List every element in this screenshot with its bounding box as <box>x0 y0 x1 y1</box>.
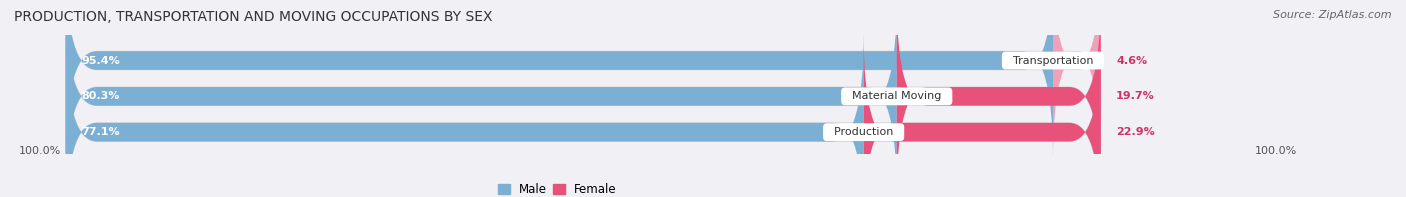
Text: 80.3%: 80.3% <box>82 91 120 101</box>
FancyBboxPatch shape <box>1053 0 1101 159</box>
FancyBboxPatch shape <box>66 34 1101 197</box>
Legend: Male, Female: Male, Female <box>494 178 621 197</box>
Text: 100.0%: 100.0% <box>20 146 62 156</box>
Text: 22.9%: 22.9% <box>1116 127 1154 137</box>
FancyBboxPatch shape <box>66 34 863 197</box>
FancyBboxPatch shape <box>897 0 1101 194</box>
Text: Production: Production <box>827 127 900 137</box>
Text: 95.4%: 95.4% <box>82 56 120 66</box>
Text: Material Moving: Material Moving <box>845 91 949 101</box>
FancyBboxPatch shape <box>66 0 1053 159</box>
FancyBboxPatch shape <box>66 0 897 194</box>
Text: PRODUCTION, TRANSPORTATION AND MOVING OCCUPATIONS BY SEX: PRODUCTION, TRANSPORTATION AND MOVING OC… <box>14 10 492 24</box>
Text: 77.1%: 77.1% <box>82 127 120 137</box>
FancyBboxPatch shape <box>66 0 1101 159</box>
FancyBboxPatch shape <box>863 34 1101 197</box>
FancyBboxPatch shape <box>66 0 1101 194</box>
Text: Source: ZipAtlas.com: Source: ZipAtlas.com <box>1274 10 1392 20</box>
Text: Transportation: Transportation <box>1005 56 1101 66</box>
Text: 100.0%: 100.0% <box>1256 146 1298 156</box>
Text: 4.6%: 4.6% <box>1116 56 1147 66</box>
Text: 19.7%: 19.7% <box>1116 91 1154 101</box>
